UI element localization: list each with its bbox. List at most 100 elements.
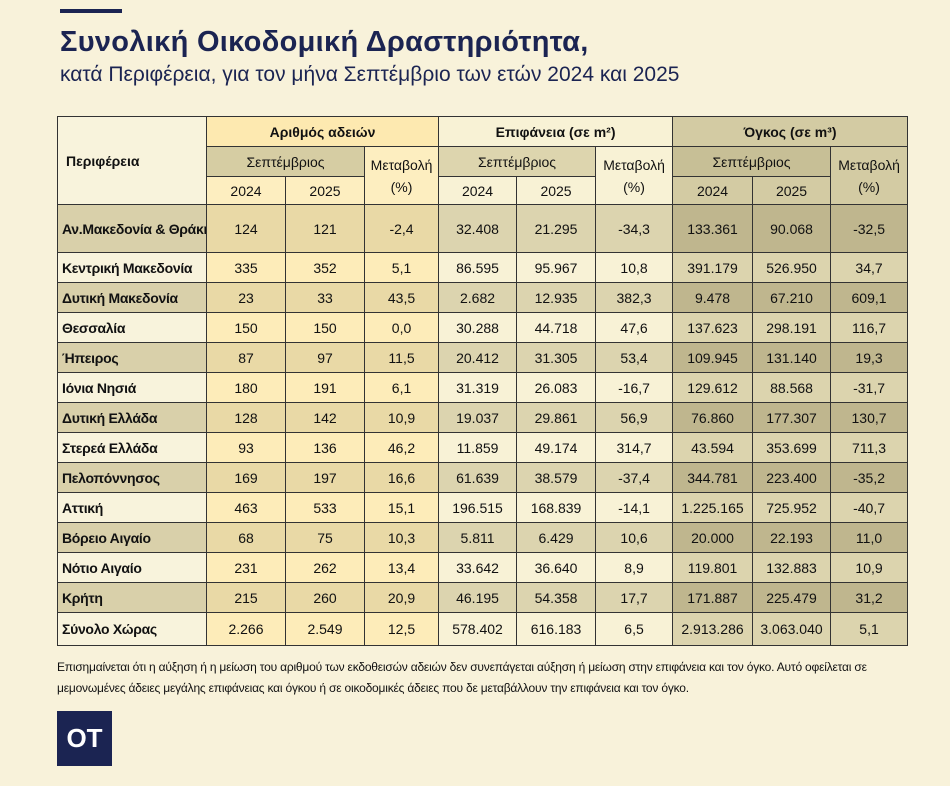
value-cell: 6.429 — [516, 522, 597, 553]
data-table: Περιφέρεια Αριθμός αδειών Επιφάνεια (σε … — [57, 116, 909, 646]
table-head: Περιφέρεια Αριθμός αδειών Επιφάνεια (σε … — [57, 116, 909, 205]
value-cell: 382,3 — [595, 282, 674, 313]
group-header: Επιφάνεια (σε m²) — [438, 116, 674, 147]
value-cell: 75 — [285, 522, 365, 553]
value-cell: 150 — [206, 312, 286, 343]
value-cell: 43.594 — [672, 432, 754, 463]
region-cell: Στερεά Ελλάδα — [57, 432, 207, 463]
value-cell: 2.266 — [206, 612, 286, 646]
region-cell: Νότιο Αιγαίο — [57, 552, 207, 583]
table-row: Ιόνια Νησιά 180 191 6,1 31.319 26.083 -16,7 129… — [57, 372, 909, 403]
value-cell: 9.478 — [672, 282, 754, 313]
value-cell: 131.140 — [752, 342, 832, 373]
value-cell: 30.288 — [438, 312, 518, 343]
value-cell: 0,0 — [363, 312, 440, 343]
value-cell: 31.319 — [438, 372, 518, 403]
value-cell: 12.935 — [516, 282, 597, 313]
value-cell: 26.083 — [516, 372, 597, 403]
value-cell: 128 — [206, 402, 286, 433]
value-cell: 223.400 — [752, 462, 832, 493]
value-cell: -2,4 — [363, 204, 440, 253]
value-cell: -31,7 — [830, 372, 909, 403]
value-cell: 136 — [285, 432, 365, 463]
table-row: Κρήτη 215 260 20,9 46.195 54.358 17,7 171.887 22… — [57, 582, 909, 613]
region-cell: Θεσσαλία — [57, 312, 207, 343]
value-cell: 132.883 — [752, 552, 832, 583]
value-cell: 171.887 — [672, 582, 754, 613]
value-cell: 609,1 — [830, 282, 909, 313]
value-cell: 314,7 — [595, 432, 674, 463]
value-cell: 2.913.286 — [672, 612, 754, 646]
region-cell: Δυτική Ελλάδα — [57, 402, 207, 433]
value-cell: 298.191 — [752, 312, 832, 343]
value-cell: 76.860 — [672, 402, 754, 433]
value-cell: 86.595 — [438, 252, 518, 283]
table-row: Δυτική Μακεδονία 23 33 43,5 2.682 12.935 382,3… — [57, 282, 909, 313]
month-header: Σεπτέμβριος — [438, 146, 597, 177]
value-cell: 196.515 — [438, 492, 518, 523]
value-cell: 260 — [285, 582, 365, 613]
value-cell: 137.623 — [672, 312, 754, 343]
value-cell: 33.642 — [438, 552, 518, 583]
value-cell: 168.839 — [516, 492, 597, 523]
month-header: Σεπτέμβριος — [206, 146, 365, 177]
value-cell: 95.967 — [516, 252, 597, 283]
value-cell: 391.179 — [672, 252, 754, 283]
region-cell: Ιόνια Νησιά — [57, 372, 207, 403]
value-cell: 5,1 — [830, 612, 909, 646]
value-cell: 34,7 — [830, 252, 909, 283]
table-row: Ήπειρος 87 97 11,5 20.412 31.305 53,4 109.945 13… — [57, 342, 909, 373]
value-cell: 31,2 — [830, 582, 909, 613]
value-cell: 17,7 — [595, 582, 674, 613]
value-cell: 3.063.040 — [752, 612, 832, 646]
value-cell: 36.640 — [516, 552, 597, 583]
header-row: 2024 2025 2024 2025 2024 2025 — [58, 176, 908, 205]
table-row: Νότιο Αιγαίο 231 262 13,4 33.642 36.640 8,9 119… — [57, 552, 909, 583]
value-cell: 225.479 — [752, 582, 832, 613]
logo: OT — [57, 711, 112, 766]
value-cell: 2.549 — [285, 612, 365, 646]
value-cell: 11.859 — [438, 432, 518, 463]
year-header: 2024 — [672, 176, 754, 205]
value-cell: 344.781 — [672, 462, 754, 493]
change-header: Μεταβολή (%) — [595, 146, 674, 205]
title: Συνολική Οικοδομική Δραστηριότητα, — [60, 26, 589, 58]
value-cell: 33 — [285, 282, 365, 313]
value-cell: 61.639 — [438, 462, 518, 493]
value-cell: 97 — [285, 342, 365, 373]
value-cell: 53,4 — [595, 342, 674, 373]
value-cell: -32,5 — [830, 204, 909, 253]
value-cell: 16,6 — [363, 462, 440, 493]
year-header: 2025 — [285, 176, 365, 205]
value-cell: 133.361 — [672, 204, 754, 253]
year-header: 2025 — [516, 176, 597, 205]
value-cell: 46,2 — [363, 432, 440, 463]
value-cell: -14,1 — [595, 492, 674, 523]
value-cell: 150 — [285, 312, 365, 343]
value-cell: 124 — [206, 204, 286, 253]
value-cell: 169 — [206, 462, 286, 493]
value-cell: 88.568 — [752, 372, 832, 403]
month-header: Σεπτέμβριος — [672, 146, 832, 177]
value-cell: 20,9 — [363, 582, 440, 613]
value-cell: -40,7 — [830, 492, 909, 523]
value-cell: 116,7 — [830, 312, 909, 343]
value-cell: 13,4 — [363, 552, 440, 583]
value-cell: 10,9 — [830, 552, 909, 583]
value-cell: 90.068 — [752, 204, 832, 253]
value-cell: 463 — [206, 492, 286, 523]
value-cell: 10,6 — [595, 522, 674, 553]
value-cell: 29.861 — [516, 402, 597, 433]
change-header: Μεταβολή (%) — [363, 146, 440, 205]
region-cell: Αττική — [57, 492, 207, 523]
value-cell: 129.612 — [672, 372, 754, 403]
value-cell: 10,3 — [363, 522, 440, 553]
value-cell: 38.579 — [516, 462, 597, 493]
value-cell: 54.358 — [516, 582, 597, 613]
value-cell: 19.037 — [438, 402, 518, 433]
value-cell: 10,8 — [595, 252, 674, 283]
region-cell: Δυτική Μακεδονία — [57, 282, 207, 313]
value-cell: 533 — [285, 492, 365, 523]
value-cell: 711,3 — [830, 432, 909, 463]
